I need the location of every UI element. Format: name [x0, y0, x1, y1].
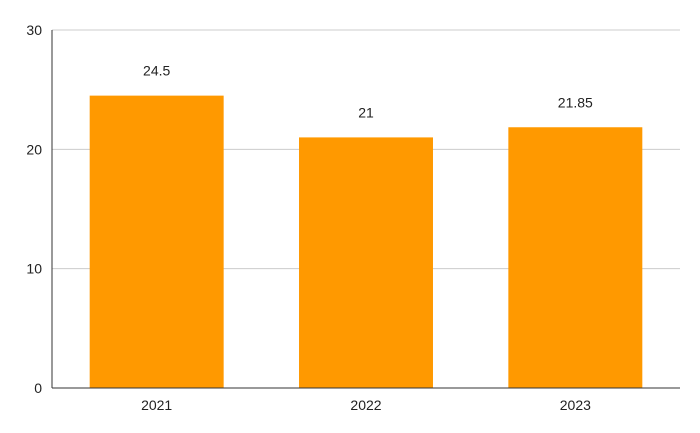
- x-axis: 2021 2022 2023: [52, 387, 680, 413]
- data-labels: 24.5 21 21.85: [143, 63, 593, 121]
- data-label: 21: [358, 104, 374, 120]
- bar: [89, 95, 224, 388]
- data-label: 21.85: [558, 94, 593, 110]
- x-tick-label: 2022: [350, 397, 381, 413]
- y-tick-label: 20: [26, 141, 42, 157]
- x-tick-label: 2021: [141, 397, 172, 413]
- y-tick-label: 30: [26, 22, 42, 38]
- x-tick-label: 2023: [560, 397, 591, 413]
- y-tick-label: 10: [26, 261, 42, 277]
- y-tick-label: 0: [34, 380, 42, 396]
- bar: [508, 127, 643, 389]
- y-axis: 0 10 20 30: [26, 22, 53, 396]
- bars: [89, 95, 643, 389]
- data-label: 24.5: [143, 63, 170, 79]
- bar: [299, 137, 433, 388]
